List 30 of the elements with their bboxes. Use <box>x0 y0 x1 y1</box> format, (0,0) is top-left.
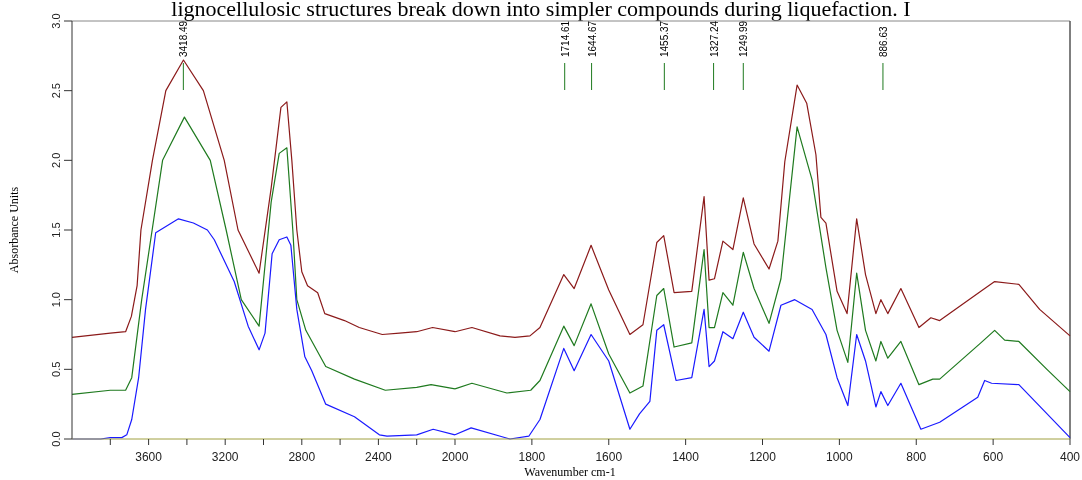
annotation: 1714.61 <box>559 20 571 57</box>
x-tick-label: 1200 <box>749 450 777 464</box>
y-axis-title: Absorbance Units <box>7 186 21 274</box>
x-tick-label: 1000 <box>826 450 854 464</box>
y-tick-label: 1.0 <box>50 292 62 308</box>
x-tick-label: 2000 <box>441 450 469 464</box>
x-tick-label: 1600 <box>595 450 623 464</box>
y-tick-label: 0.5 <box>50 361 62 377</box>
annotation: 1249.99 <box>738 20 750 57</box>
y-tick-label: 1.5 <box>50 222 62 238</box>
annotation: 3418.49 <box>178 20 190 57</box>
x-tick-label: 3200 <box>211 450 239 464</box>
x-tick-label: 2800 <box>288 450 316 464</box>
y-tick-label: 2.0 <box>50 152 62 168</box>
annotation: 1327.24 <box>708 20 720 57</box>
y-tick-label: 2.5 <box>50 83 62 99</box>
x-tick-label: 800 <box>906 450 927 464</box>
x-tick-label: 3600 <box>135 450 163 464</box>
y-tick-label: 3.0 <box>50 13 62 29</box>
x-axis-title: Wavenumber cm-1 <box>524 465 616 479</box>
x-tick-label: 1400 <box>672 450 700 464</box>
annotation: 1455.37 <box>659 20 671 57</box>
x-tick-label: 1800 <box>518 450 546 464</box>
text: lignocellulosic structures break down into simpler compounds during liquefaction. I <box>171 0 911 21</box>
x-tick-label: 600 <box>983 450 1004 464</box>
annotation: 886.63 <box>877 25 889 57</box>
annotation: 1644.67 <box>586 20 598 57</box>
y-tick-label: 0.0 <box>50 431 62 447</box>
x-tick-label: 400 <box>1059 450 1081 464</box>
x-tick-label: 2400 <box>365 450 393 464</box>
